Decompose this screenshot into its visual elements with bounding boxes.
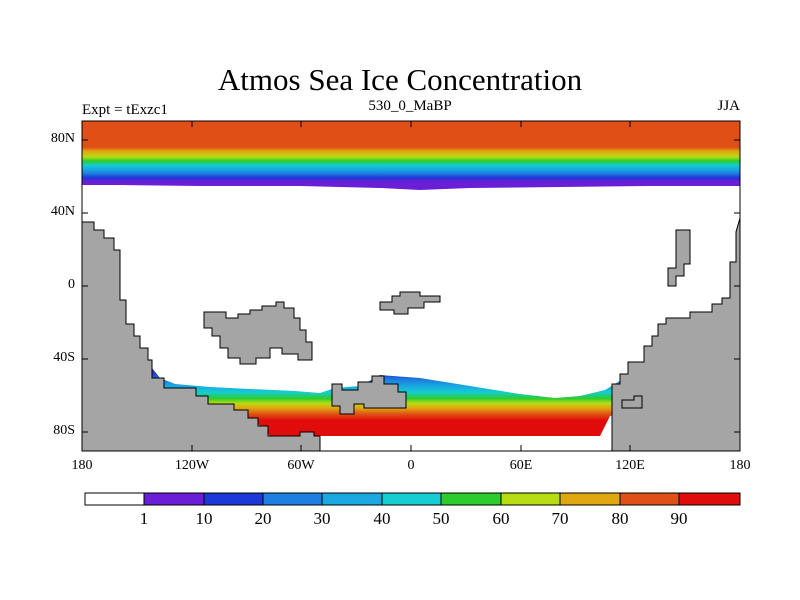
colorbar-swatch-0 xyxy=(84,492,145,506)
season-label: JJA xyxy=(717,98,740,114)
eastern-island xyxy=(667,229,691,287)
lon-label-60w: 60W xyxy=(287,458,315,473)
lon-label-120w: 120W xyxy=(174,458,210,473)
colorbar-swatch-5 xyxy=(381,492,442,506)
colorbar-swatch-4 xyxy=(321,492,383,506)
lon-label-0: 0 xyxy=(407,458,415,473)
experiment-label: Expt = tExzc1 xyxy=(82,102,168,118)
lat-label-0: 0 xyxy=(68,277,75,292)
colorbar-swatch-10 xyxy=(678,492,741,506)
island-center xyxy=(379,291,441,315)
colorbar-swatch-1 xyxy=(143,492,205,506)
colorbar-label-90: 90 xyxy=(670,509,688,528)
colorbar-swatch-6 xyxy=(440,492,502,506)
colorbar-label-10: 10 xyxy=(195,509,213,528)
colorbar-label-20: 20 xyxy=(254,509,272,528)
lon-label-120e: 120E xyxy=(615,458,645,473)
eastern-continent xyxy=(611,217,740,451)
northern-sea-ice-band xyxy=(82,121,740,190)
map-title: Atmos Sea Ice Concentration xyxy=(217,62,583,97)
colorbar-swatch-2 xyxy=(203,492,264,506)
island-south-center xyxy=(331,375,407,415)
map-area xyxy=(82,121,740,451)
land-masses xyxy=(82,217,740,451)
colorbar xyxy=(84,492,741,506)
small-island-east xyxy=(621,395,643,409)
colorbar-label-40: 40 xyxy=(373,509,391,528)
lon-label-180-left: 180 xyxy=(71,458,93,473)
lat-label-40s: 40S xyxy=(53,350,75,365)
colorbar-swatch-3 xyxy=(262,492,323,506)
colorbar-swatch-8 xyxy=(559,492,621,506)
island-west-large xyxy=(203,301,313,365)
western-continent xyxy=(82,221,321,451)
colorbar-label-30: 30 xyxy=(313,509,331,528)
lat-label-40n: 40N xyxy=(50,204,75,219)
period-label: 530_0_MaBP xyxy=(368,98,452,114)
colorbar-label-80: 80 xyxy=(611,509,629,528)
colorbar-swatch-7 xyxy=(500,492,561,506)
colorbar-label-70: 70 xyxy=(551,509,569,528)
colorbar-label-1: 1 xyxy=(139,509,149,528)
colorbar-label-60: 60 xyxy=(492,509,510,528)
colorbar-swatch-9 xyxy=(619,492,680,506)
colorbar-label-50: 50 xyxy=(432,509,450,528)
axis-ticks xyxy=(82,121,740,451)
lon-label-60e: 60E xyxy=(509,458,533,473)
lon-label-180-right: 180 xyxy=(729,458,751,473)
lat-label-80n: 80N xyxy=(50,131,75,146)
lat-label-80s: 80S xyxy=(53,423,75,438)
